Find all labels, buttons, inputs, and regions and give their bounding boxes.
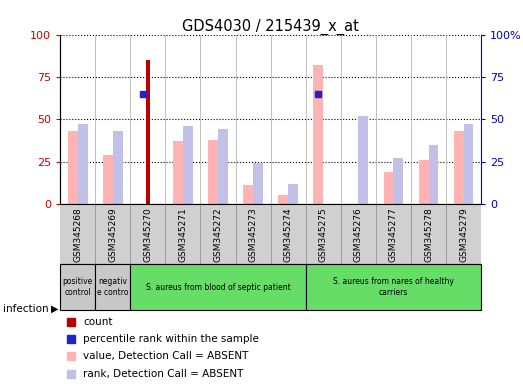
Text: positive
control: positive control — [63, 277, 93, 297]
Bar — [146, 60, 150, 204]
Bar — [384, 172, 393, 204]
Bar — [130, 265, 306, 310]
Bar — [463, 124, 473, 204]
Bar — [393, 158, 403, 204]
Text: value, Detection Call = ABSENT: value, Detection Call = ABSENT — [83, 351, 248, 361]
Text: S. aureus from nares of healthy
carriers: S. aureus from nares of healthy carriers — [333, 277, 454, 297]
Bar — [253, 163, 263, 204]
Text: GSM345273: GSM345273 — [248, 207, 258, 262]
Text: percentile rank within the sample: percentile rank within the sample — [83, 334, 259, 344]
Text: GSM345277: GSM345277 — [389, 207, 398, 262]
Text: count: count — [83, 317, 113, 327]
Text: GSM345279: GSM345279 — [459, 207, 468, 262]
Bar — [419, 160, 428, 204]
Text: GSM345271: GSM345271 — [178, 207, 187, 262]
Bar — [113, 131, 122, 204]
Text: GSM345268: GSM345268 — [73, 207, 82, 262]
Bar — [288, 184, 298, 204]
Bar — [243, 185, 253, 204]
Bar — [95, 265, 130, 310]
Text: S. aureus from blood of septic patient: S. aureus from blood of septic patient — [145, 283, 290, 291]
Text: GSM345269: GSM345269 — [108, 207, 117, 262]
Text: GSM345274: GSM345274 — [283, 207, 293, 262]
Bar — [78, 124, 87, 204]
Text: GSM345275: GSM345275 — [319, 207, 328, 262]
Bar — [358, 116, 368, 204]
Bar — [278, 195, 288, 204]
Text: GSM345276: GSM345276 — [354, 207, 363, 262]
Bar — [306, 265, 481, 310]
Bar — [173, 141, 183, 204]
Bar — [313, 65, 323, 204]
Text: rank, Detection Call = ABSENT: rank, Detection Call = ABSENT — [83, 369, 244, 379]
Text: GSM345272: GSM345272 — [213, 207, 222, 262]
Bar — [68, 131, 78, 204]
Text: ▶: ▶ — [51, 304, 59, 314]
Bar — [454, 131, 463, 204]
Bar — [428, 145, 438, 204]
Bar — [60, 265, 95, 310]
Text: infection: infection — [3, 304, 48, 314]
Bar — [103, 155, 113, 204]
Title: GDS4030 / 215439_x_at: GDS4030 / 215439_x_at — [182, 18, 359, 35]
Bar — [183, 126, 193, 204]
Text: negativ
e contro: negativ e contro — [97, 277, 129, 297]
Text: GSM345270: GSM345270 — [143, 207, 152, 262]
Bar — [208, 139, 218, 204]
Bar — [218, 129, 228, 204]
Text: GSM345278: GSM345278 — [424, 207, 433, 262]
